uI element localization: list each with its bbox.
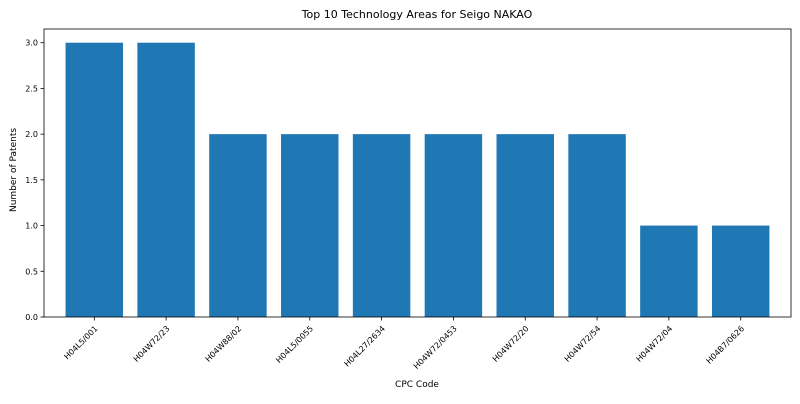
x-tick-label-H04W72/0453: H04W72/0453 <box>412 324 459 371</box>
x-tick-label-H04W72/23: H04W72/23 <box>132 324 172 364</box>
bar-H04W72/23 <box>137 43 194 317</box>
bar-H04B7/0626 <box>712 226 769 317</box>
x-tick-label-H04W72/20: H04W72/20 <box>491 324 531 364</box>
bar-H04W72/54 <box>568 134 625 317</box>
y-tick-label: 3.0 <box>25 39 38 48</box>
y-tick-label: 0.0 <box>25 313 38 322</box>
x-tick-label-H04B7/0626: H04B7/0626 <box>705 324 747 366</box>
x-axis-label: CPC Code <box>395 380 439 390</box>
x-tick-label-H04L5/001: H04L5/001 <box>62 324 99 361</box>
y-tick-label: 1.0 <box>25 222 38 231</box>
bar-H04L5/001 <box>66 43 123 317</box>
plot-area: 0.0 0.5 1.0 1.5 2.0 2.5 3.0 H04L5/001 H04W72/23 H… <box>25 29 791 371</box>
y-tick-label: 2.0 <box>25 130 38 139</box>
bar-H04L5/0055 <box>281 134 338 317</box>
chart-container: Top 10 Technology Areas for Seigo NAKAO … <box>0 0 800 400</box>
y-tick-label: 1.5 <box>25 176 38 185</box>
bar-H04L27/2634 <box>353 134 410 317</box>
x-tick-label-H04W72/54: H04W72/54 <box>563 324 603 364</box>
x-tick-label-H04L5/0055: H04L5/0055 <box>274 324 315 365</box>
y-tick-label: 2.5 <box>25 84 38 93</box>
x-tick-label-H04L27/2634: H04L27/2634 <box>343 324 387 368</box>
x-tick-label-H04W72/04: H04W72/04 <box>635 324 675 364</box>
x-tick-label-H04W88/02: H04W88/02 <box>204 324 244 364</box>
bar-H04W72/0453 <box>425 134 482 317</box>
bar-H04W72/20 <box>497 134 554 317</box>
chart-title: Top 10 Technology Areas for Seigo NAKAO <box>301 8 533 21</box>
bar-H04W72/04 <box>640 226 697 317</box>
bar-H04W88/02 <box>209 134 266 317</box>
bar-chart: Top 10 Technology Areas for Seigo NAKAO … <box>0 0 800 400</box>
y-axis-label: Number of Patents <box>9 128 19 212</box>
y-tick-label: 0.5 <box>25 267 38 276</box>
